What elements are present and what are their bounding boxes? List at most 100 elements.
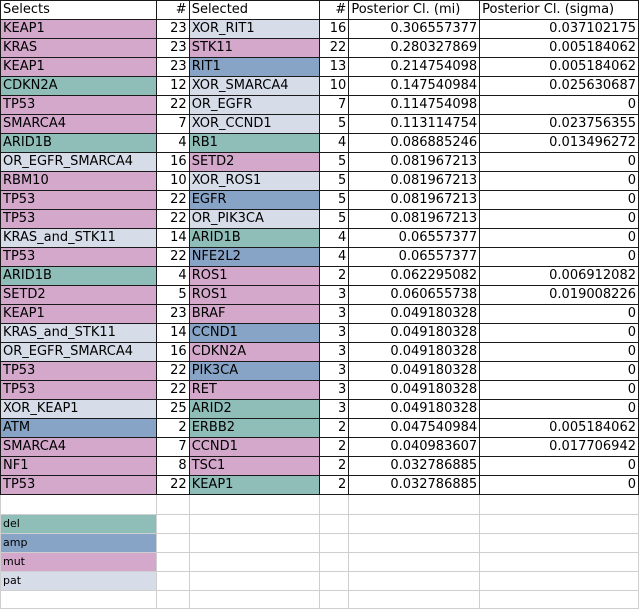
cell-count-selects[interactable]: 22 (155, 209, 190, 229)
cell-posterior-mi[interactable]: 0.280327869 (348, 38, 481, 58)
cell-count-selects[interactable]: 25 (155, 399, 190, 419)
empty-cell[interactable] (479, 494, 639, 515)
cell-count-selects[interactable]: 16 (155, 342, 190, 362)
cell-count-selected[interactable]: 2 (319, 418, 350, 438)
cell-count-selects[interactable]: 23 (155, 19, 190, 39)
empty-cell[interactable] (188, 571, 321, 591)
cell-count-selected[interactable]: 3 (319, 285, 350, 305)
cell-count-selected[interactable]: 2 (319, 437, 350, 457)
empty-cell[interactable] (155, 494, 190, 515)
cell-posterior-mi[interactable]: 0.060655738 (348, 285, 481, 305)
cell-selects[interactable]: ARID1B (0, 133, 157, 153)
empty-cell[interactable] (319, 590, 350, 609)
cell-count-selected[interactable]: 3 (319, 361, 350, 381)
cell-selected[interactable]: ARID1B (188, 228, 321, 248)
cell-selected[interactable]: EGFR (188, 190, 321, 210)
cell-selected[interactable]: CDKN2A (188, 342, 321, 362)
cell-count-selects[interactable]: 7 (155, 437, 190, 457)
cell-count-selects[interactable]: 7 (155, 114, 190, 134)
cell-count-selected[interactable]: 13 (319, 57, 350, 77)
cell-posterior-sigma[interactable]: 0.025630687 (479, 76, 639, 96)
cell-count-selects[interactable]: 22 (155, 475, 190, 495)
cell-count-selected[interactable]: 4 (319, 228, 350, 248)
cell-selected[interactable]: ARID2 (188, 399, 321, 419)
cell-posterior-sigma[interactable]: 0 (479, 399, 639, 419)
cell-selects[interactable]: SMARCA4 (0, 437, 157, 457)
cell-posterior-mi[interactable]: 0.040983607 (348, 437, 481, 457)
empty-cell[interactable] (0, 590, 157, 609)
cell-count-selects[interactable]: 14 (155, 323, 190, 343)
cell-selects[interactable]: ATM (0, 418, 157, 438)
cell-count-selects[interactable]: 23 (155, 304, 190, 324)
cell-selected[interactable]: ERBB2 (188, 418, 321, 438)
cell-count-selects[interactable]: 14 (155, 228, 190, 248)
cell-posterior-sigma[interactable]: 0 (479, 228, 639, 248)
cell-count-selected[interactable]: 22 (319, 38, 350, 58)
empty-cell[interactable] (348, 552, 481, 572)
cell-count-selected[interactable]: 3 (319, 304, 350, 324)
empty-cell[interactable] (319, 494, 350, 515)
empty-cell[interactable] (188, 514, 321, 534)
cell-count-selected[interactable]: 16 (319, 19, 350, 39)
cell-selected[interactable]: STK11 (188, 38, 321, 58)
cell-selects[interactable]: TP53 (0, 380, 157, 400)
cell-posterior-sigma[interactable]: 0 (479, 475, 639, 495)
cell-count-selects[interactable]: 23 (155, 38, 190, 58)
cell-selects[interactable]: KEAP1 (0, 19, 157, 39)
cell-selects[interactable]: NF1 (0, 456, 157, 476)
empty-cell[interactable] (348, 514, 481, 534)
cell-posterior-mi[interactable]: 0.081967213 (348, 171, 481, 191)
cell-selected[interactable]: PIK3CA (188, 361, 321, 381)
cell-count-selected[interactable]: 2 (319, 475, 350, 495)
cell-selected[interactable]: CCND1 (188, 323, 321, 343)
cell-posterior-mi[interactable]: 0.049180328 (348, 380, 481, 400)
cell-posterior-mi[interactable]: 0.113114754 (348, 114, 481, 134)
cell-selects[interactable]: OR_EGFR_SMARCA4 (0, 152, 157, 172)
empty-cell[interactable] (155, 514, 190, 534)
header-cell-selected[interactable]: Selected (188, 0, 321, 20)
cell-posterior-sigma[interactable]: 0.006912082 (479, 266, 639, 286)
empty-cell[interactable] (479, 590, 639, 609)
cell-selects[interactable]: KEAP1 (0, 57, 157, 77)
cell-selects[interactable]: TP53 (0, 95, 157, 115)
cell-selects[interactable]: SMARCA4 (0, 114, 157, 134)
cell-posterior-mi[interactable]: 0.049180328 (348, 304, 481, 324)
cell-count-selects[interactable]: 4 (155, 133, 190, 153)
empty-cell[interactable] (188, 533, 321, 553)
cell-selected[interactable]: SETD2 (188, 152, 321, 172)
cell-posterior-sigma[interactable]: 0 (479, 209, 639, 229)
cell-posterior-mi[interactable]: 0.049180328 (348, 342, 481, 362)
empty-cell[interactable] (479, 514, 639, 534)
cell-posterior-mi[interactable]: 0.081967213 (348, 152, 481, 172)
cell-selected[interactable]: RET (188, 380, 321, 400)
cell-posterior-sigma[interactable]: 0.013496272 (479, 133, 639, 153)
cell-posterior-sigma[interactable]: 0 (479, 380, 639, 400)
cell-count-selects[interactable]: 22 (155, 361, 190, 381)
cell-posterior-mi[interactable]: 0.306557377 (348, 19, 481, 39)
header-cell-posterior-sigma[interactable]: Posterior Cl. (sigma) (479, 0, 639, 20)
legend-amp[interactable]: amp (0, 533, 157, 553)
empty-cell[interactable] (188, 494, 321, 515)
cell-selects[interactable]: TP53 (0, 190, 157, 210)
empty-cell[interactable] (188, 552, 321, 572)
cell-count-selects[interactable]: 16 (155, 152, 190, 172)
cell-count-selects[interactable]: 22 (155, 190, 190, 210)
cell-count-selected[interactable]: 3 (319, 380, 350, 400)
cell-count-selected[interactable]: 5 (319, 209, 350, 229)
empty-cell[interactable] (319, 552, 350, 572)
empty-cell[interactable] (155, 533, 190, 553)
cell-count-selected[interactable]: 5 (319, 114, 350, 134)
cell-count-selects[interactable]: 22 (155, 247, 190, 267)
cell-posterior-sigma[interactable]: 0 (479, 171, 639, 191)
cell-posterior-sigma[interactable]: 0 (479, 247, 639, 267)
cell-posterior-sigma[interactable]: 0 (479, 304, 639, 324)
cell-posterior-sigma[interactable]: 0.005184062 (479, 418, 639, 438)
cell-selects[interactable]: XOR_KEAP1 (0, 399, 157, 419)
cell-posterior-mi[interactable]: 0.086885246 (348, 133, 481, 153)
cell-posterior-mi[interactable]: 0.049180328 (348, 361, 481, 381)
cell-selected[interactable]: ROS1 (188, 285, 321, 305)
empty-cell[interactable] (155, 571, 190, 591)
cell-posterior-mi[interactable]: 0.214754098 (348, 57, 481, 77)
cell-count-selected[interactable]: 10 (319, 76, 350, 96)
cell-selected[interactable]: XOR_RIT1 (188, 19, 321, 39)
